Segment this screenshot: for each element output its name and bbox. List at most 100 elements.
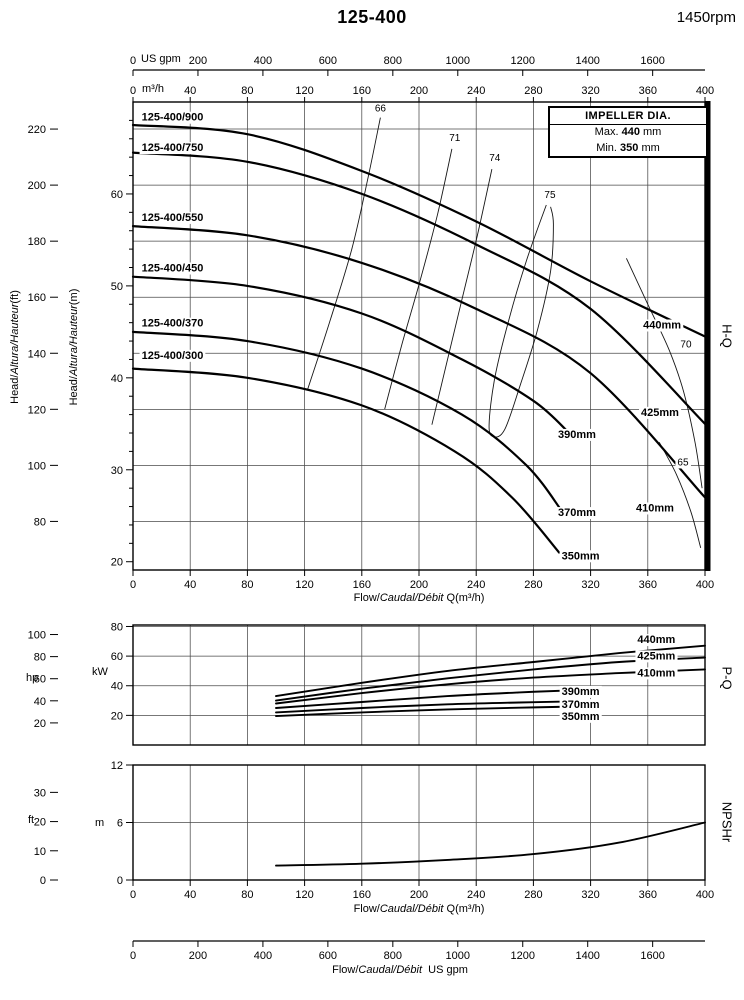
- npshr-x-tick-label: 0: [130, 889, 136, 901]
- pq-hp-tick-label: 60: [34, 674, 46, 686]
- pq-curve-390mm: [275, 689, 578, 709]
- label-bg: [556, 507, 599, 520]
- hq-m-tick-label: 40: [111, 373, 123, 385]
- efficiency-line-75: [488, 204, 554, 438]
- label-bg: [139, 142, 206, 155]
- npshr-x-tick-label: 400: [696, 889, 714, 901]
- axis-title-part: Flow/: [353, 592, 380, 604]
- usgpm-top-tick-label: 400: [254, 55, 272, 67]
- hq-model-label: 125-400/450: [142, 263, 204, 275]
- m-unit-label: m: [95, 817, 105, 829]
- hq-top-tick-label: 400: [696, 85, 714, 97]
- head-m-axis-title: Head/Altura/Hauteur(m): [68, 289, 80, 406]
- hq-diameter-label: 390mm: [558, 429, 596, 441]
- label-bg: [635, 650, 678, 663]
- label-bg: [139, 111, 206, 124]
- pq-hp-tick-label: 80: [34, 652, 46, 664]
- hq-curve-425mm: [131, 151, 707, 425]
- hq-m-tick-label: 60: [111, 189, 123, 201]
- label-bg: [635, 667, 678, 680]
- m3h-unit-label: m³/h: [142, 83, 164, 95]
- label-bg: [675, 457, 691, 469]
- impeller-max-value: 440: [621, 126, 640, 139]
- label-bg: [542, 189, 558, 201]
- bottom-usgpm-tick-label: 1600: [640, 950, 664, 962]
- npshr-x-axis-title: Flow/Caudal/Débit Q(m³/h): [354, 903, 485, 915]
- efficiency-line-71: [384, 148, 453, 410]
- npshr-m-tick-label: 6: [117, 818, 123, 830]
- pq-hp-tick-label: 100: [28, 630, 46, 642]
- hq-top-tick-label: 320: [581, 85, 599, 97]
- axis-title-part: Caudal/Débit: [379, 903, 444, 915]
- hq-top-tick-label: 40: [184, 85, 196, 97]
- hq-curve-370mm: [131, 330, 564, 513]
- label-bg: [559, 685, 602, 698]
- usgpm-top-tick-label: 1200: [511, 55, 535, 67]
- pq-curve-440mm: [275, 644, 706, 698]
- axis-title-part: Caudal/Débit: [379, 592, 444, 604]
- impeller-min-unit: mm: [641, 141, 660, 154]
- npshr-x-tick-label: 320: [581, 889, 599, 901]
- efficiency-line-66: [307, 117, 381, 390]
- ft-unit-label: ft: [28, 814, 35, 826]
- hq-x-tick-label: 120: [295, 579, 313, 591]
- label-bg: [139, 317, 206, 330]
- impeller-min-label: Min.: [596, 141, 617, 154]
- npshr-ft-tick-label: 0: [40, 875, 46, 887]
- label-bg: [139, 211, 206, 224]
- label-bg: [559, 710, 602, 723]
- pq-diameter-label: 440mm: [637, 634, 675, 646]
- efficiency-label: 65: [677, 457, 689, 468]
- hq-diameter-label: 410mm: [636, 502, 674, 514]
- pq-frame: [132, 624, 706, 746]
- axis-title-part: (m): [68, 288, 80, 306]
- npshr-x-tick-label: 240: [467, 889, 485, 901]
- label-bg: [559, 550, 602, 563]
- pq-side-label: P-Q: [719, 666, 735, 690]
- impeller-max-label: Max.: [594, 126, 619, 139]
- axis-title-part: US gpm: [422, 964, 468, 976]
- label-bg: [678, 339, 694, 351]
- efficiency-label: 74: [489, 153, 501, 164]
- pq-diameter-label: 425mm: [637, 650, 675, 662]
- page-title: 125-400: [337, 7, 407, 27]
- pq-kw-tick-label: 40: [111, 681, 123, 693]
- hq-x-tick-label: 0: [130, 579, 136, 591]
- axis-title-part: Q(m³/h): [443, 592, 485, 604]
- label-bg: [556, 428, 599, 441]
- hq-ft-tick-label: 120: [28, 404, 46, 416]
- hq-x-tick-label: 80: [241, 579, 253, 591]
- impeller-max-row: Max. 440 mm: [550, 125, 706, 140]
- hq-model-label: 125-400/900: [142, 112, 204, 124]
- bottom-usgpm-tick-label: 1400: [575, 950, 599, 962]
- bottom-usgpm-tick-label: 1200: [511, 950, 535, 962]
- impeller-max-unit: mm: [643, 126, 662, 139]
- pq-hp-tick-label: 40: [34, 696, 46, 708]
- efficiency-label: 66: [375, 103, 387, 114]
- usgpm-x-axis-title: Flow/Caudal/Débit US gpm: [332, 964, 468, 976]
- usgpm-top-tick-label: 1600: [640, 55, 664, 67]
- hq-curve-440mm: [131, 123, 707, 338]
- bottom-usgpm-tick-label: 1000: [446, 950, 470, 962]
- hq-diameter-label: 440mm: [643, 320, 681, 332]
- npshr-x-tick-label: 200: [410, 889, 428, 901]
- pq-diameter-label: 350mm: [562, 711, 600, 723]
- hq-top-tick-label: 200: [410, 85, 428, 97]
- hq-x-tick-label: 240: [467, 579, 485, 591]
- hq-x-tick-label: 360: [639, 579, 657, 591]
- hq-x-tick-label: 160: [353, 579, 371, 591]
- axis-title-part: (ft): [9, 290, 21, 304]
- hq-m-tick-label: 30: [111, 465, 123, 477]
- hq-x-tick-label: 320: [581, 579, 599, 591]
- rpm-label: 1450rpm: [676, 9, 736, 26]
- label-bg: [447, 132, 463, 144]
- axis-title-part: Head/: [68, 376, 80, 406]
- head-ft-axis-title: Head/Altura/Hauteur(ft): [9, 290, 21, 404]
- bottom-usgpm-tick-label: 800: [384, 950, 402, 962]
- pq-kw-tick-label: 80: [111, 621, 123, 633]
- npshr-x-tick-label: 40: [184, 889, 196, 901]
- usgpm-top-tick-label: 1400: [575, 55, 599, 67]
- axis-title-part: Q(m³/h): [443, 903, 485, 915]
- hp-unit-label: hp: [26, 672, 39, 684]
